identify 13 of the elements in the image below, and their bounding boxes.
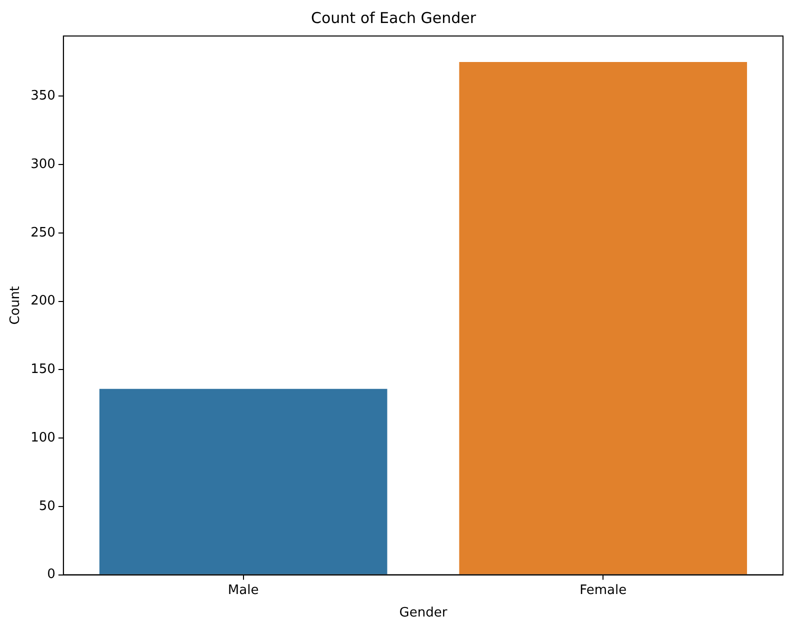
y-tick-label: 100 xyxy=(30,430,56,446)
y-axis-title: Count xyxy=(8,286,24,325)
y-tick-label: 200 xyxy=(30,294,56,309)
chart-title: Count of Each Gender xyxy=(310,8,477,27)
x-tick-label: Male xyxy=(228,582,259,598)
y-tick-label: 300 xyxy=(30,156,56,172)
y-tick-label: 150 xyxy=(30,362,56,378)
x-tick-label: Female xyxy=(580,582,627,598)
y-tick-label: 0 xyxy=(47,567,56,582)
y-tick-label: 50 xyxy=(38,498,56,514)
y-tick-label: 250 xyxy=(30,225,56,240)
x-axis-title: Gender xyxy=(399,606,448,621)
y-tick-label: 350 xyxy=(30,88,56,104)
